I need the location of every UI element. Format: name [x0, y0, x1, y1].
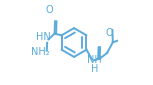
Text: NH₂: NH₂ [31, 47, 50, 57]
Text: H: H [91, 64, 98, 74]
Text: NH: NH [87, 55, 102, 65]
Text: O: O [106, 28, 114, 38]
Text: HN: HN [36, 32, 51, 42]
Text: O: O [46, 5, 54, 15]
